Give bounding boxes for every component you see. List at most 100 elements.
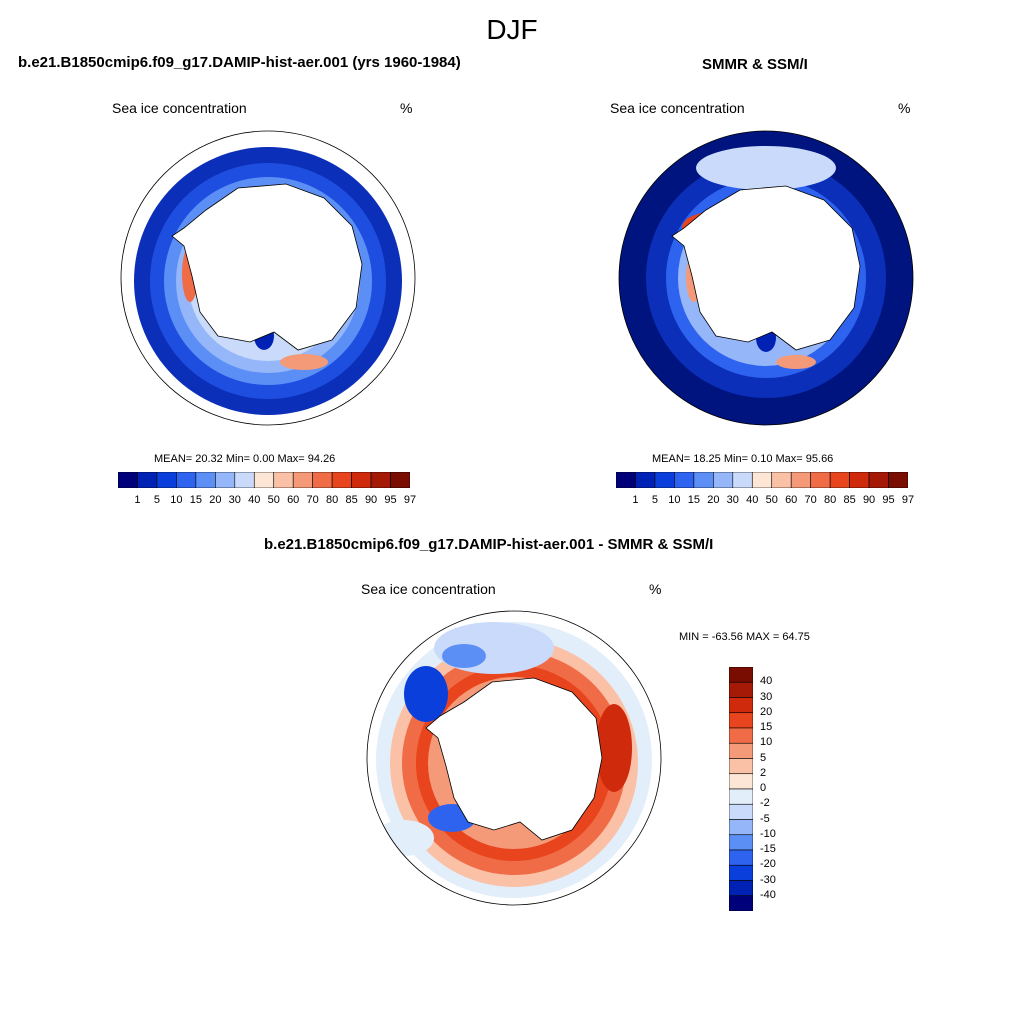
colorbar-swatch bbox=[693, 472, 714, 488]
colorbar-tick-label: 15 bbox=[760, 721, 773, 733]
colorbar-tick-label: 5 bbox=[153, 494, 160, 506]
colorbar-swatch bbox=[292, 472, 313, 488]
colorbar-tick-label: 80 bbox=[824, 494, 837, 506]
panel2-map bbox=[618, 130, 914, 426]
colorbar-swatch bbox=[176, 472, 197, 488]
colorbar-tick-label: 1 bbox=[134, 494, 141, 506]
colorbar-swatch bbox=[729, 803, 753, 820]
colorbar-tick-label: -20 bbox=[760, 858, 776, 871]
figure-title: DJF bbox=[486, 14, 538, 45]
colorbar-tick-label: -5 bbox=[760, 812, 770, 825]
panel3-map bbox=[366, 610, 662, 906]
colorbar-swatch bbox=[868, 472, 889, 488]
colorbar-tick-label: 70 bbox=[306, 494, 319, 506]
colorbar-swatch bbox=[729, 697, 753, 714]
colorbar-swatch bbox=[390, 472, 410, 488]
colorbar-swatch bbox=[253, 472, 275, 488]
colorbar-tick-label: -30 bbox=[760, 873, 776, 886]
colorbar-tick-label: 30 bbox=[228, 494, 241, 506]
panel2-field-label: Sea ice concentration bbox=[610, 100, 745, 116]
colorbar-tick-label: -10 bbox=[760, 827, 776, 840]
colorbar-swatch bbox=[729, 834, 753, 851]
colorbar-swatch bbox=[118, 472, 138, 488]
colorbar-swatch bbox=[729, 712, 753, 729]
colorbar-tick-label: 20 bbox=[209, 494, 222, 506]
panel1-stats: MEAN= 20.32 Min= 0.00 Max= 94.26 bbox=[154, 453, 336, 465]
colorbar-swatch bbox=[729, 773, 753, 790]
colorbar-swatch bbox=[351, 472, 372, 488]
colorbar-swatch bbox=[635, 472, 656, 488]
colorbar-tick-label: 10 bbox=[760, 736, 773, 749]
colorbar-swatch bbox=[137, 472, 158, 488]
colorbar-tick-label: 5 bbox=[651, 494, 658, 506]
colorbar-tick-label: -40 bbox=[760, 888, 776, 901]
colorbar-swatch bbox=[312, 472, 333, 488]
colorbar-tick-label: 20 bbox=[707, 494, 720, 506]
colorbar-tick-label: 97 bbox=[901, 494, 915, 506]
colorbar-tick-label: 95 bbox=[384, 494, 397, 506]
colorbar-swatch bbox=[370, 472, 391, 488]
colorbar-tick-label: 50 bbox=[765, 494, 778, 506]
colorbar-swatch bbox=[156, 472, 177, 488]
colorbar-tick-label: 85 bbox=[843, 494, 856, 506]
panel1-map bbox=[120, 130, 416, 426]
colorbar-swatch bbox=[729, 727, 753, 744]
colorbar-tick-label: 60 bbox=[287, 494, 300, 506]
colorbar-tick-label: 90 bbox=[364, 494, 378, 506]
colorbar-tick-label: 1 bbox=[632, 494, 639, 506]
colorbar-swatch bbox=[771, 472, 792, 488]
colorbar-swatch bbox=[829, 472, 850, 488]
colorbar-tick-label: 0 bbox=[760, 782, 767, 794]
colorbar-swatch bbox=[729, 849, 753, 866]
panel3-colorbar bbox=[729, 667, 753, 911]
colorbar-tick-label: 40 bbox=[760, 675, 773, 688]
colorbar-swatch bbox=[713, 472, 734, 488]
colorbar-swatch bbox=[729, 788, 753, 805]
colorbar-swatch bbox=[729, 681, 753, 698]
colorbar-swatch bbox=[729, 895, 753, 911]
panel2-stats: MEAN= 18.25 Min= 0.10 Max= 95.66 bbox=[652, 453, 834, 465]
colorbar-tick-label: 50 bbox=[267, 494, 280, 506]
colorbar-swatch bbox=[616, 472, 636, 488]
panel2-colorbar bbox=[616, 472, 908, 488]
colorbar-tick-label: 15 bbox=[189, 494, 202, 506]
colorbar-tick-label: 30 bbox=[760, 690, 773, 703]
colorbar-tick-label: 90 bbox=[862, 494, 876, 506]
colorbar-swatch bbox=[729, 667, 753, 683]
colorbar-swatch bbox=[729, 864, 753, 881]
colorbar-tick-label: 30 bbox=[726, 494, 739, 506]
colorbar-swatch bbox=[790, 472, 811, 488]
panel3-title: b.e21.B1850cmip6.f09_g17.DAMIP-hist-aer.… bbox=[264, 536, 714, 553]
colorbar-tick-label: 95 bbox=[882, 494, 895, 506]
colorbar-tick-label: -15 bbox=[760, 843, 776, 855]
colorbar-tick-label: 10 bbox=[668, 494, 681, 506]
colorbar-swatch bbox=[195, 472, 216, 488]
colorbar-swatch bbox=[215, 472, 236, 488]
colorbar-tick-label: 10 bbox=[170, 494, 183, 506]
colorbar-swatch bbox=[729, 742, 753, 759]
panel1-title: b.e21.B1850cmip6.f09_g17.DAMIP-hist-aer.… bbox=[18, 54, 461, 71]
colorbar-tick-label: 5 bbox=[760, 751, 767, 764]
colorbar-tick-label: 2 bbox=[760, 766, 767, 779]
colorbar-tick-label: 20 bbox=[760, 705, 773, 718]
colorbar-swatch bbox=[888, 472, 908, 488]
colorbar-swatch bbox=[654, 472, 675, 488]
colorbar-tick-label: 60 bbox=[785, 494, 798, 506]
colorbar-swatch bbox=[331, 472, 352, 488]
colorbar-swatch bbox=[751, 472, 773, 488]
colorbar-tick-label: 85 bbox=[345, 494, 358, 506]
panel2-units-label: % bbox=[898, 100, 911, 116]
colorbar-swatch bbox=[732, 472, 753, 488]
panel3-field-label: Sea ice concentration bbox=[361, 581, 496, 597]
panel1-field-label: Sea ice concentration bbox=[112, 100, 247, 116]
panel2-title: SMMR & SSM/I bbox=[702, 56, 808, 73]
colorbar-tick-label: 80 bbox=[326, 494, 339, 506]
colorbar-tick-label: 40 bbox=[746, 494, 759, 506]
colorbar-tick-label: 15 bbox=[687, 494, 700, 506]
colorbar-swatch bbox=[849, 472, 870, 488]
panel1-colorbar bbox=[118, 472, 410, 488]
panel3-stats: MIN = -63.56 MAX = 64.75 bbox=[679, 631, 810, 643]
colorbar-tick-label: -2 bbox=[760, 797, 770, 810]
colorbar-swatch bbox=[674, 472, 695, 488]
colorbar-swatch bbox=[273, 472, 294, 488]
